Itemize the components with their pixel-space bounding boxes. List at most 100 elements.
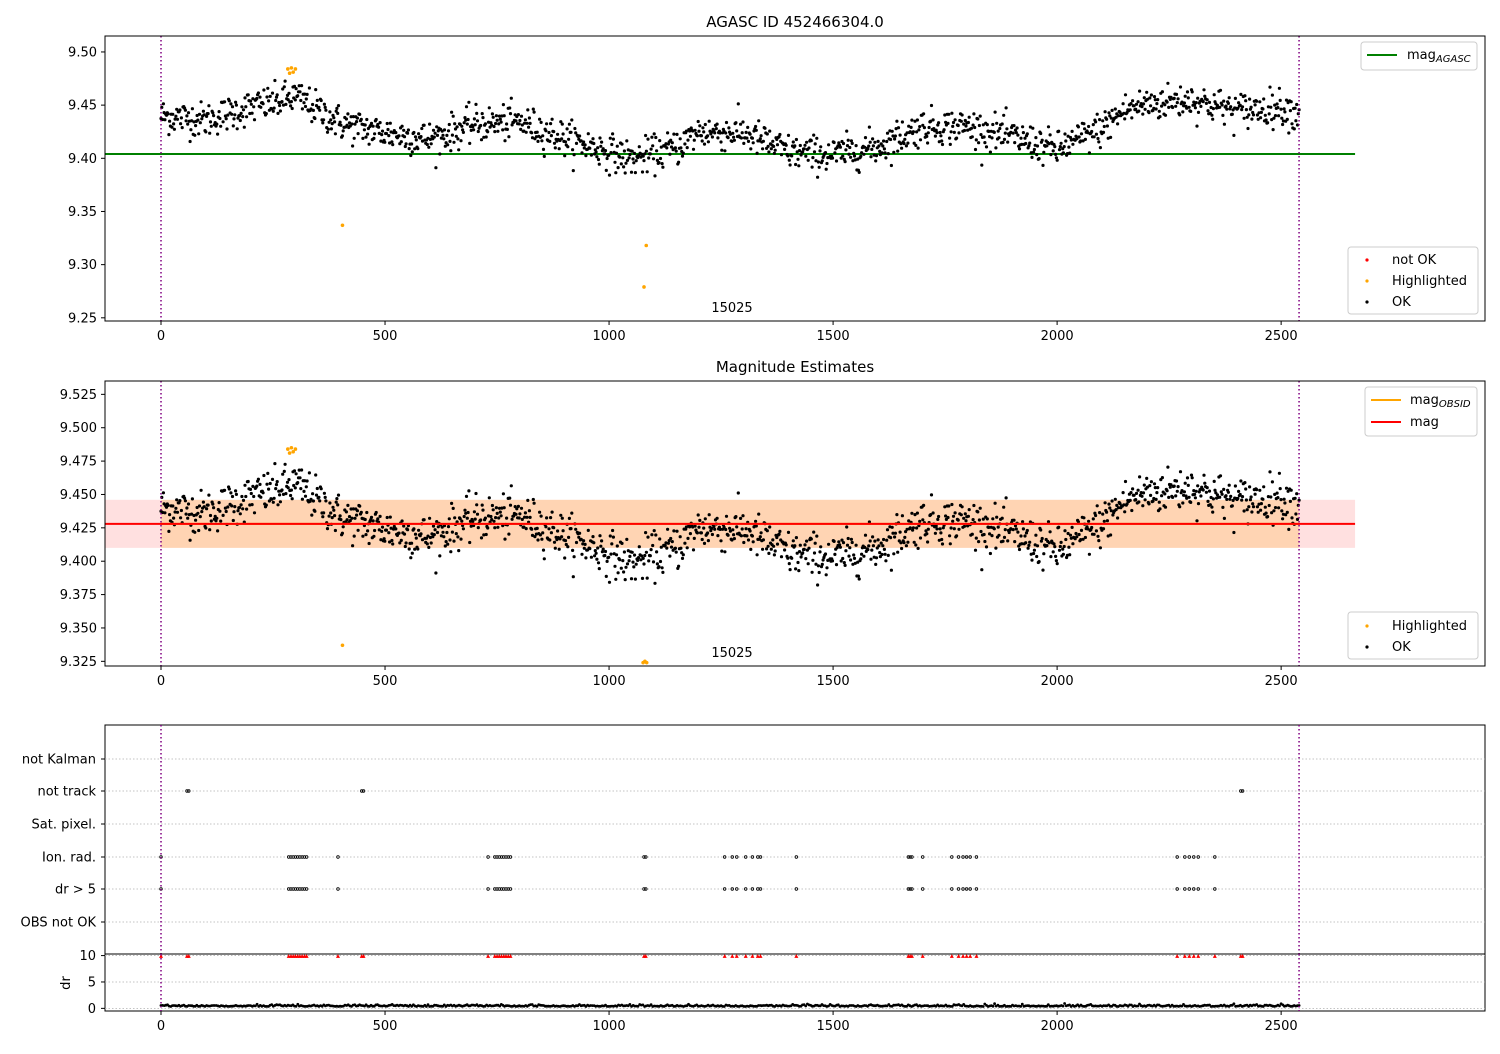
ok-point [1243, 94, 1247, 98]
ok-point [1049, 153, 1053, 157]
ok-point [1221, 505, 1225, 509]
ok-point [549, 134, 554, 138]
dr-point [1136, 1004, 1140, 1008]
flag-mark [336, 855, 340, 859]
ok-point [1273, 492, 1277, 496]
ok-point [658, 156, 663, 161]
ok-point [446, 542, 450, 546]
ok-point [1129, 491, 1133, 495]
ok-point [607, 153, 611, 157]
ok-point [940, 542, 945, 546]
ok-point [302, 101, 306, 105]
ok-point [1227, 96, 1231, 100]
ok-point [466, 117, 470, 122]
ok-point [311, 102, 315, 107]
ok-point [732, 135, 736, 139]
flag-mark [1240, 789, 1245, 793]
ok-point [303, 479, 307, 483]
ok-point [1166, 465, 1170, 469]
ok-point [814, 562, 818, 566]
ok-point [429, 142, 433, 146]
ok-point [1049, 555, 1053, 559]
ok-point [946, 515, 950, 520]
ok-point [1266, 495, 1270, 499]
ok-point [283, 462, 287, 466]
ok-point [244, 494, 248, 499]
ok-point [893, 137, 897, 141]
ok-point [175, 510, 180, 514]
ok-point [1206, 499, 1210, 503]
ok-point [420, 126, 424, 131]
ok-point [1280, 116, 1284, 120]
ok-point [860, 151, 864, 155]
ok-point [335, 106, 339, 110]
ok-point [763, 126, 767, 130]
ok-point [651, 144, 655, 148]
ok-point [374, 117, 378, 122]
ok-point [233, 113, 237, 117]
ok-point [1134, 102, 1139, 106]
ok-point [669, 145, 674, 149]
ok-point [827, 542, 831, 546]
ok-point [394, 527, 398, 531]
ok-point [871, 535, 875, 539]
svg-text:magAGASC: magAGASC [1407, 48, 1471, 65]
agasc-panel-title: AGASC ID 452466304.0 [706, 13, 884, 31]
ok-point [815, 136, 819, 140]
ok-point [327, 514, 331, 518]
dr-clipped-marker [159, 954, 164, 958]
ok-point [1156, 486, 1160, 490]
ok-point [340, 134, 344, 138]
ok-point [1134, 498, 1138, 502]
ok-point [1251, 505, 1256, 509]
ok-point [567, 137, 571, 141]
ok-point [286, 486, 290, 490]
ok-point [992, 527, 996, 531]
ok-point [904, 144, 909, 148]
ok-point [596, 546, 600, 550]
ok-point [571, 548, 575, 553]
ok-point [1025, 132, 1029, 136]
ok-point [769, 547, 773, 551]
flag-mark [1183, 855, 1187, 859]
ok-point [1196, 484, 1200, 488]
ok-point [1070, 129, 1074, 133]
ok-point [1132, 104, 1136, 108]
ok-point [281, 87, 285, 91]
ok-point [1047, 142, 1051, 146]
ok-point [912, 540, 916, 544]
ok-point [811, 156, 815, 160]
ok-point [275, 93, 279, 97]
ok-point [746, 139, 751, 143]
dr-clipped-marker [486, 954, 491, 958]
ok-point [283, 79, 287, 83]
ok-point [976, 117, 980, 121]
ok-point [281, 103, 286, 107]
ok-point [815, 534, 819, 538]
ok-point [1001, 140, 1005, 144]
ok-point [758, 535, 762, 539]
ok-point [1218, 474, 1223, 478]
ok-point [1046, 125, 1051, 129]
ok-point [595, 557, 599, 561]
ok-point [556, 132, 560, 136]
ok-point [406, 131, 410, 135]
ok-point [550, 117, 554, 121]
ok-point [947, 112, 951, 116]
ok-point [252, 118, 257, 122]
ok-point [325, 527, 330, 531]
dr-point [294, 1004, 298, 1008]
ok-point [1182, 490, 1186, 494]
ok-point [520, 517, 524, 522]
ok-point [323, 495, 327, 499]
ok-point [241, 108, 246, 112]
ok-point [834, 563, 839, 567]
ok-point [287, 478, 291, 482]
ok-point [198, 515, 202, 519]
ok-point [767, 551, 771, 556]
ok-point [670, 540, 674, 544]
ok-point [818, 550, 822, 554]
ok-point [658, 139, 662, 143]
ok-point [718, 527, 722, 532]
flag-mark [758, 887, 763, 891]
